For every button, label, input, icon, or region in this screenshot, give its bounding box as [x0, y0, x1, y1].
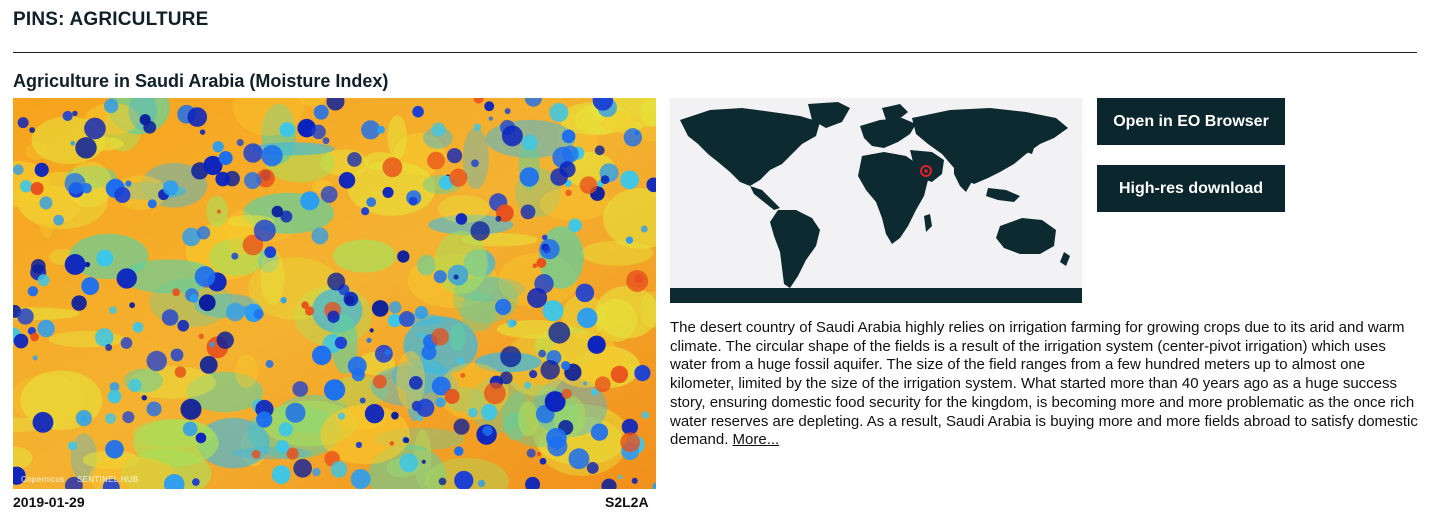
high-res-download-button[interactable]: High-res download: [1097, 165, 1285, 212]
pin-title: Agriculture in Saudi Arabia (Moisture In…: [13, 71, 389, 91]
world-map-canvas: [670, 98, 1082, 303]
divider: [13, 52, 1417, 53]
pin-description: The desert country of Saudi Arabia highl…: [670, 319, 1418, 450]
satellite-image[interactable]: Copernicus SENTINEL HUB: [13, 98, 656, 489]
section-title: PINS: AGRICULTURE: [13, 9, 209, 30]
world-map[interactable]: [670, 98, 1082, 303]
description-text: The desert country of Saudi Arabia highl…: [670, 319, 1418, 449]
satellite-image-canvas: [13, 98, 656, 489]
open-in-eo-browser-button[interactable]: Open in EO Browser: [1097, 98, 1285, 145]
acquisition-date: 2019-01-29: [13, 494, 85, 510]
data-source: S2L2A: [605, 494, 649, 510]
copernicus-logo: Copernicus: [21, 475, 65, 484]
image-credits: Copernicus SENTINEL HUB: [21, 475, 149, 484]
map-pin-icon: [920, 165, 932, 177]
sentinel-hub-logo: SENTINEL HUB: [77, 475, 139, 484]
more-link[interactable]: More...: [732, 431, 780, 449]
